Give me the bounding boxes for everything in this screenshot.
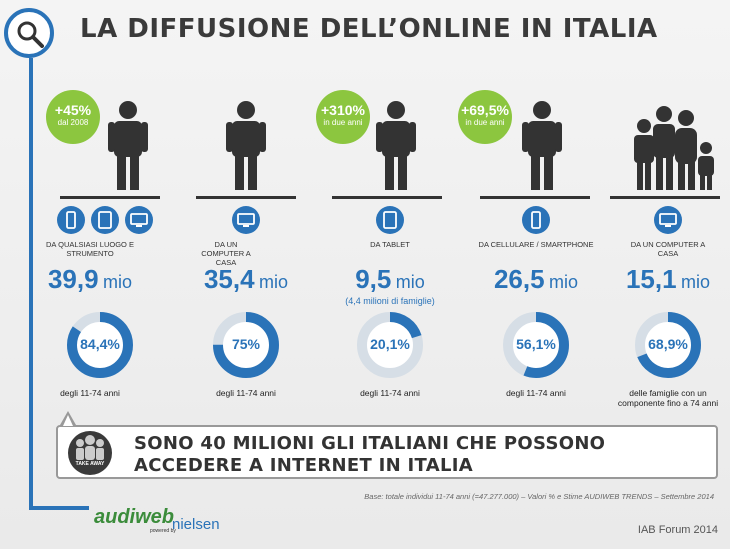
percent-label: 68,9% <box>648 336 688 352</box>
value: 26,5 <box>493 264 545 294</box>
shelf-divider <box>480 196 590 199</box>
search-icon <box>4 8 54 58</box>
growth-badge: +310% in due anni <box>316 90 370 144</box>
monitor-icon <box>232 206 260 234</box>
column-caption: DA TABLET <box>370 240 410 249</box>
population-note: delle famiglie con un componente fino a … <box>617 388 719 408</box>
donut-fill <box>357 312 423 378</box>
shelf-divider <box>60 196 160 199</box>
stat-column-tablet: +310% in due anni DA TABLET 9,5 mio (4,4… <box>312 90 452 410</box>
device-icons <box>466 206 606 234</box>
badge-label: in due anni <box>323 118 363 127</box>
population-note: degli 11-74 anni <box>506 388 566 398</box>
value: 35,4 <box>203 264 255 294</box>
big-number: 35,4 mio <box>176 264 316 295</box>
percent-label: 84,4% <box>80 336 120 352</box>
takeaway-banner: TAKE AWAY SONO 40 MILIONI GLI ITALIANI C… <box>56 425 718 479</box>
donut-fill <box>67 312 133 378</box>
percent-label: 75% <box>231 336 261 352</box>
value: 9,5 <box>355 264 392 294</box>
percent-label: 56,1% <box>516 336 556 352</box>
stat-column-any-device: +45% dal 2008 DA QUALSIASI LUOGO E STRUM… <box>0 90 160 410</box>
unit: mio <box>259 272 289 292</box>
person-with-tablet-icon <box>376 101 416 190</box>
percent-donut <box>503 312 569 378</box>
value: 39,9 <box>47 264 99 294</box>
banner-message: SONO 40 MILIONI GLI ITALIANI CHE POSSONO… <box>134 433 605 477</box>
banner-line-2: ACCEDERE A INTERNET IN ITALIA <box>134 455 473 476</box>
unit: mio <box>681 272 711 292</box>
badge-value: +310% <box>321 102 365 118</box>
percent-donut <box>67 312 133 378</box>
device-icons <box>35 206 175 234</box>
badge-value: +69,5% <box>461 102 509 118</box>
unit: mio <box>549 272 579 292</box>
population-note: degli 11-74 anni <box>360 388 420 398</box>
source-note: Base: totale individui 11-74 anni (=47.2… <box>364 492 714 501</box>
event-label: IAB Forum 2014 <box>637 524 718 536</box>
page-title: LA DIFFUSIONE DELL’ONLINE IN ITALIA <box>80 14 658 44</box>
badge-label: in due anni <box>465 118 505 127</box>
population-note: degli 11-74 anni <box>216 388 276 398</box>
monitor-icon <box>125 206 153 234</box>
big-number: 15,1 mio <box>598 264 730 295</box>
column-caption: DA UN COMPUTER A CASA <box>201 240 251 267</box>
percent-donut <box>635 312 701 378</box>
banner-pointer-inner <box>63 415 73 426</box>
powered-by-label: powered by <box>150 528 176 534</box>
growth-badge: +69,5% in due anni <box>458 90 512 144</box>
smartphone-icon <box>57 206 85 234</box>
stat-column-home-computer: DA UN COMPUTER A CASA 35,4 mio 75% degli… <box>168 90 308 410</box>
value: 15,1 <box>625 264 677 294</box>
frame-line-horizontal <box>29 506 89 510</box>
person-icon <box>226 101 266 190</box>
households-note: (4,4 milioni di famiglie) <box>345 296 435 306</box>
percent-donut <box>213 312 279 378</box>
shelf-divider <box>332 196 442 199</box>
device-icons <box>320 206 460 234</box>
percent-label: 20,1% <box>370 336 410 352</box>
growth-badge: +45% dal 2008 <box>46 90 100 144</box>
tablet-icon <box>376 206 404 234</box>
column-caption: DA CELLULARE / SMARTPHONE <box>478 240 594 249</box>
frame-line-vertical <box>29 58 33 510</box>
tablet-icon <box>91 206 119 234</box>
person-with-phone-icon <box>522 101 562 190</box>
big-number: 39,9 mio <box>40 264 140 295</box>
unit: mio <box>103 272 133 292</box>
big-number: 26,5 mio <box>466 264 606 295</box>
column-caption: DA UN COMPUTER A CASA <box>630 240 706 258</box>
donut-fill <box>635 312 701 378</box>
smartphone-icon <box>522 206 550 234</box>
column-caption: DA QUALSIASI LUOGO E STRUMENTO <box>46 240 134 258</box>
banner-line-1: SONO 40 MILIONI GLI ITALIANI CHE POSSONO <box>134 433 606 454</box>
stat-column-smartphone: +69,5% in due anni DA CELLULARE / SMARTP… <box>450 90 593 410</box>
takeaway-label: TAKE AWAY <box>75 461 105 467</box>
donut-fill <box>213 312 279 378</box>
stat-column-household-computer: DA UN COMPUTER A CASA 15,1 mio 68,9% del… <box>590 90 730 410</box>
shelf-divider <box>196 196 296 199</box>
takeaway-icon: TAKE AWAY <box>68 431 112 475</box>
badge-value: +45% <box>54 102 92 118</box>
big-number: 9,5 mio <box>320 264 460 295</box>
person-icon <box>108 101 148 190</box>
family-icon <box>634 106 714 190</box>
device-icons <box>176 206 316 234</box>
device-icons <box>598 206 730 234</box>
unit: mio <box>395 272 425 292</box>
donut-fill <box>503 312 569 378</box>
shelf-divider <box>610 196 720 199</box>
population-note: degli 11-74 anni <box>60 388 120 398</box>
percent-donut <box>357 312 423 378</box>
badge-label: dal 2008 <box>57 118 89 127</box>
nielsen-logo: nielsen <box>172 516 220 533</box>
monitor-icon <box>654 206 682 234</box>
audiweb-logo: audiweb <box>94 506 175 528</box>
